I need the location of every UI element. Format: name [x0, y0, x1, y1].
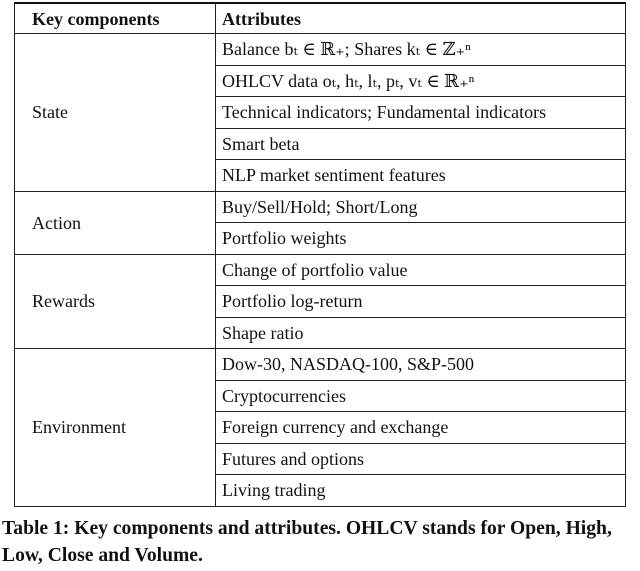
row: OHLCV data oₜ, hₜ, lₜ, pₜ, vₜ ∈ ℝ₊ⁿ: [15, 64, 626, 97]
row: Rewards Change of portfolio value: [14, 253, 626, 349]
row: Foreign currency and exchange: [15, 411, 626, 444]
header-cell: Attributes: [215, 2, 626, 34]
table: Key components Attributes State Balance b…: [14, 2, 626, 507]
attribute-cell: OHLCV data oₜ, hₜ, lₜ, pₜ, vₜ ∈ ℝ₊ⁿ: [215, 64, 626, 97]
row: Portfolio weights: [15, 222, 626, 255]
attribute-cell: Smart beta: [215, 127, 626, 160]
attribute-cell: Portfolio log-return: [215, 285, 626, 318]
attribute-cell: Foreign currency and exchange: [215, 411, 626, 444]
attribute-cell: Buy/Sell/Hold; Short/Long: [215, 190, 626, 223]
attribute-cell: Cryptocurrencies: [215, 379, 626, 412]
caption: Table 1: Key components and attributes. …: [2, 518, 612, 566]
row: Futures and options: [15, 442, 626, 475]
component-cell: Action: [14, 190, 216, 255]
attribute-cell: Balance bₜ ∈ ℝ₊; Shares kₜ ∈ ℤ₊ⁿ: [215, 33, 626, 66]
attribute-cell: Dow-30, NASDAQ-100, S&P-500: [215, 348, 626, 381]
component-cell: State: [14, 33, 216, 192]
attribute-cell: Living trading: [215, 474, 626, 507]
component-cell: Rewards: [14, 253, 216, 349]
attribute-cell: Shape ratio: [215, 316, 626, 349]
row: State Balance bₜ ∈ ℝ₊; Shares kₜ ∈ ℤ₊ⁿ: [14, 33, 626, 192]
row: NLP market sentiment features: [15, 159, 626, 192]
row: Action Buy/Sell/Hold; Short/Long: [14, 190, 626, 255]
attribute-cell: NLP market sentiment features: [215, 159, 626, 192]
component-cell: Environment: [14, 348, 216, 507]
row: Technical indicators; Fundamental indica…: [15, 96, 626, 129]
row: Cryptocurrencies: [15, 379, 626, 412]
attribute-cell: Technical indicators; Fundamental indica…: [215, 96, 626, 129]
attribute-cell: Futures and options: [215, 442, 626, 475]
row: Environment Dow-30, NASDAQ-100, S&P-500: [14, 348, 626, 507]
header-row: Key components Attributes: [14, 2, 626, 34]
attribute-cell: Portfolio weights: [215, 222, 626, 255]
header-cell: Key components: [14, 2, 216, 34]
row: Portfolio log-return: [15, 285, 626, 318]
table-body: State Balance bₜ ∈ ℝ₊; Shares kₜ ∈ ℤ₊ⁿ OHL…: [14, 33, 626, 507]
row: Shape ratio: [15, 316, 626, 349]
row: Living trading: [15, 474, 626, 507]
attribute-cell: Change of portfolio value: [215, 253, 626, 286]
